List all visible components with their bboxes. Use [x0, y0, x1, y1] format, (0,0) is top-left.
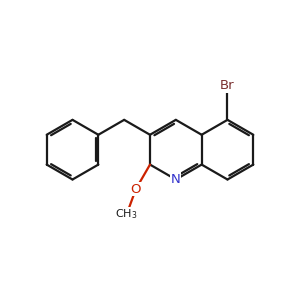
Text: CH$_3$: CH$_3$ — [115, 207, 137, 221]
Text: O: O — [130, 183, 141, 196]
Text: N: N — [171, 173, 181, 186]
Text: Br: Br — [220, 79, 235, 92]
